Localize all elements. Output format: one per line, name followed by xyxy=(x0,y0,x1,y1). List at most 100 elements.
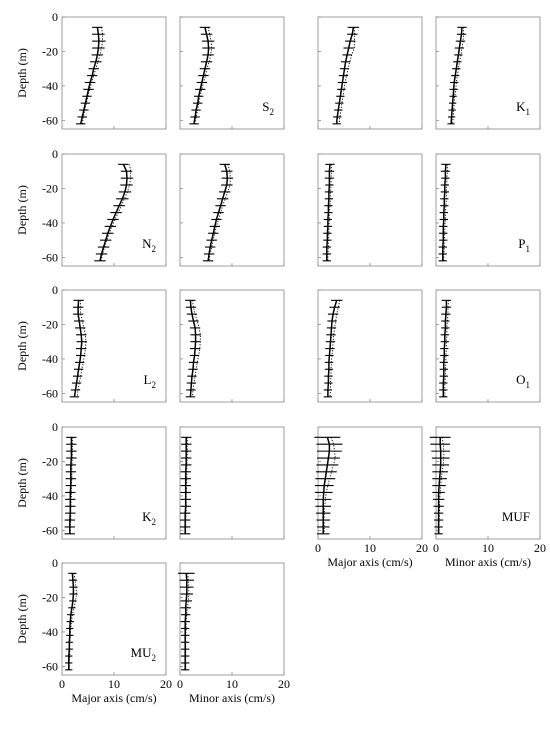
panel-2-minor xyxy=(179,153,285,267)
y-tick-label: -20 xyxy=(42,590,58,604)
x-axis-label: Minor axis (cm/s) xyxy=(445,555,531,569)
x-tick-label: 10 xyxy=(226,677,238,691)
constituent-label: O1 xyxy=(516,372,530,390)
solid-profile xyxy=(450,27,463,124)
panel-4-major: 0 -20 -40 -60 Depth (m) L2 xyxy=(15,283,167,403)
constituent-label: P1 xyxy=(518,236,530,254)
dotted-profile xyxy=(327,164,332,261)
panel-0-major: 0 -20 -40 -60 Depth (m) xyxy=(15,10,167,130)
y-tick-label: -60 xyxy=(42,250,58,264)
solid-profile xyxy=(335,27,355,124)
y-tick-label: -40 xyxy=(42,625,58,639)
dotted-profile xyxy=(192,300,201,397)
solid-profile xyxy=(437,437,442,534)
solid-profile xyxy=(442,164,447,261)
x-tick-label: 20 xyxy=(160,677,172,691)
panel-3-minor: P1 xyxy=(435,153,541,267)
y-tick-label: 0 xyxy=(52,556,58,570)
x-tick-label: 20 xyxy=(416,541,428,555)
y-axis-label: Depth (m) xyxy=(15,321,29,371)
dotted-profile xyxy=(438,437,445,534)
solid-profile xyxy=(326,164,331,261)
x-tick-label: 20 xyxy=(278,677,290,691)
y-axis-label: Depth (m) xyxy=(15,185,29,235)
constituent-label: MUF xyxy=(502,509,530,524)
y-tick-label: -20 xyxy=(42,317,58,331)
x-axis-label: Minor axis (cm/s) xyxy=(189,691,275,705)
x-tick-label: 0 xyxy=(177,677,183,691)
panel-7-major: 0 10 20 Major axis (cm/s) xyxy=(314,426,428,569)
panel-4-minor xyxy=(179,289,285,403)
y-tick-label: 0 xyxy=(52,283,58,297)
dotted-profile xyxy=(443,164,448,261)
y-tick-label: 0 xyxy=(52,147,58,161)
panel-frame xyxy=(61,16,167,130)
y-tick-label: -60 xyxy=(42,386,58,400)
solid-profile xyxy=(442,300,448,397)
solid-profile xyxy=(322,437,331,534)
x-tick-label: 0 xyxy=(59,677,65,691)
solid-profile xyxy=(99,163,128,261)
solid-profile xyxy=(184,437,187,534)
constituent-label: K1 xyxy=(516,99,530,117)
panel-frame xyxy=(317,16,423,130)
y-tick-label: -60 xyxy=(42,523,58,537)
dotted-profile xyxy=(100,164,132,261)
solid-profile xyxy=(189,300,197,397)
panel-5-minor: O1 xyxy=(435,289,541,403)
panel-3-major xyxy=(317,153,423,267)
dotted-profile xyxy=(338,27,355,124)
solid-profile xyxy=(73,300,83,397)
dotted-profile xyxy=(185,437,188,534)
y-axis-label: Depth (m) xyxy=(15,458,29,508)
panel-1-minor: K1 xyxy=(435,16,541,130)
panel-8-major: 0 10 20 0 -20 -40 -60 Depth (m) Major axis (cm/s… xyxy=(15,556,172,705)
y-tick-label: 0 xyxy=(52,10,58,24)
y-tick-label: -40 xyxy=(42,489,58,503)
x-tick-label: 10 xyxy=(364,541,376,555)
panel-0-minor: S2 xyxy=(179,16,285,130)
y-tick-label: -20 xyxy=(42,454,58,468)
x-tick-label: 0 xyxy=(315,541,321,555)
dotted-profile xyxy=(76,300,87,397)
x-tick-label: 10 xyxy=(482,541,494,555)
panel-6-minor xyxy=(179,426,285,540)
y-axis-label: Depth (m) xyxy=(15,48,29,98)
panel-frame xyxy=(179,426,285,540)
solid-profile xyxy=(68,573,75,670)
dotted-profile xyxy=(444,300,449,397)
x-tick-label: 10 xyxy=(108,677,120,691)
y-tick-label: 0 xyxy=(52,420,58,434)
y-tick-label: -20 xyxy=(42,181,58,195)
solid-profile xyxy=(79,27,100,124)
y-tick-label: -40 xyxy=(42,216,58,230)
constituent-label: K2 xyxy=(142,509,156,527)
panel-2-major: 0 -20 -40 -60 Depth (m) N2 xyxy=(15,147,167,267)
y-tick-label: -40 xyxy=(42,352,58,366)
solid-profile xyxy=(327,300,338,397)
dotted-profile xyxy=(323,437,336,534)
panel-1-major xyxy=(317,16,423,130)
x-axis-label: Major axis (cm/s) xyxy=(71,691,156,705)
x-tick-label: 0 xyxy=(433,541,439,555)
panel-6-major: 0 -20 -40 -60 Depth (m) K2 xyxy=(15,420,167,540)
constituent-label: L2 xyxy=(144,372,156,390)
y-tick-label: -60 xyxy=(42,113,58,127)
constituent-label: S2 xyxy=(262,99,274,117)
y-tick-label: -20 xyxy=(42,44,58,58)
x-axis-label: Major axis (cm/s) xyxy=(327,555,412,569)
y-tick-label: -40 xyxy=(42,79,58,93)
x-tick-label: 20 xyxy=(534,541,546,555)
panel-frame xyxy=(179,562,285,676)
constituent-label: N2 xyxy=(142,236,156,254)
dotted-profile xyxy=(185,573,190,670)
solid-profile xyxy=(184,573,188,670)
constituent-label: MU2 xyxy=(131,645,156,663)
panel-5-major xyxy=(317,289,423,403)
solid-profile xyxy=(193,27,210,124)
solid-profile xyxy=(69,437,73,534)
solid-profile xyxy=(207,164,229,261)
